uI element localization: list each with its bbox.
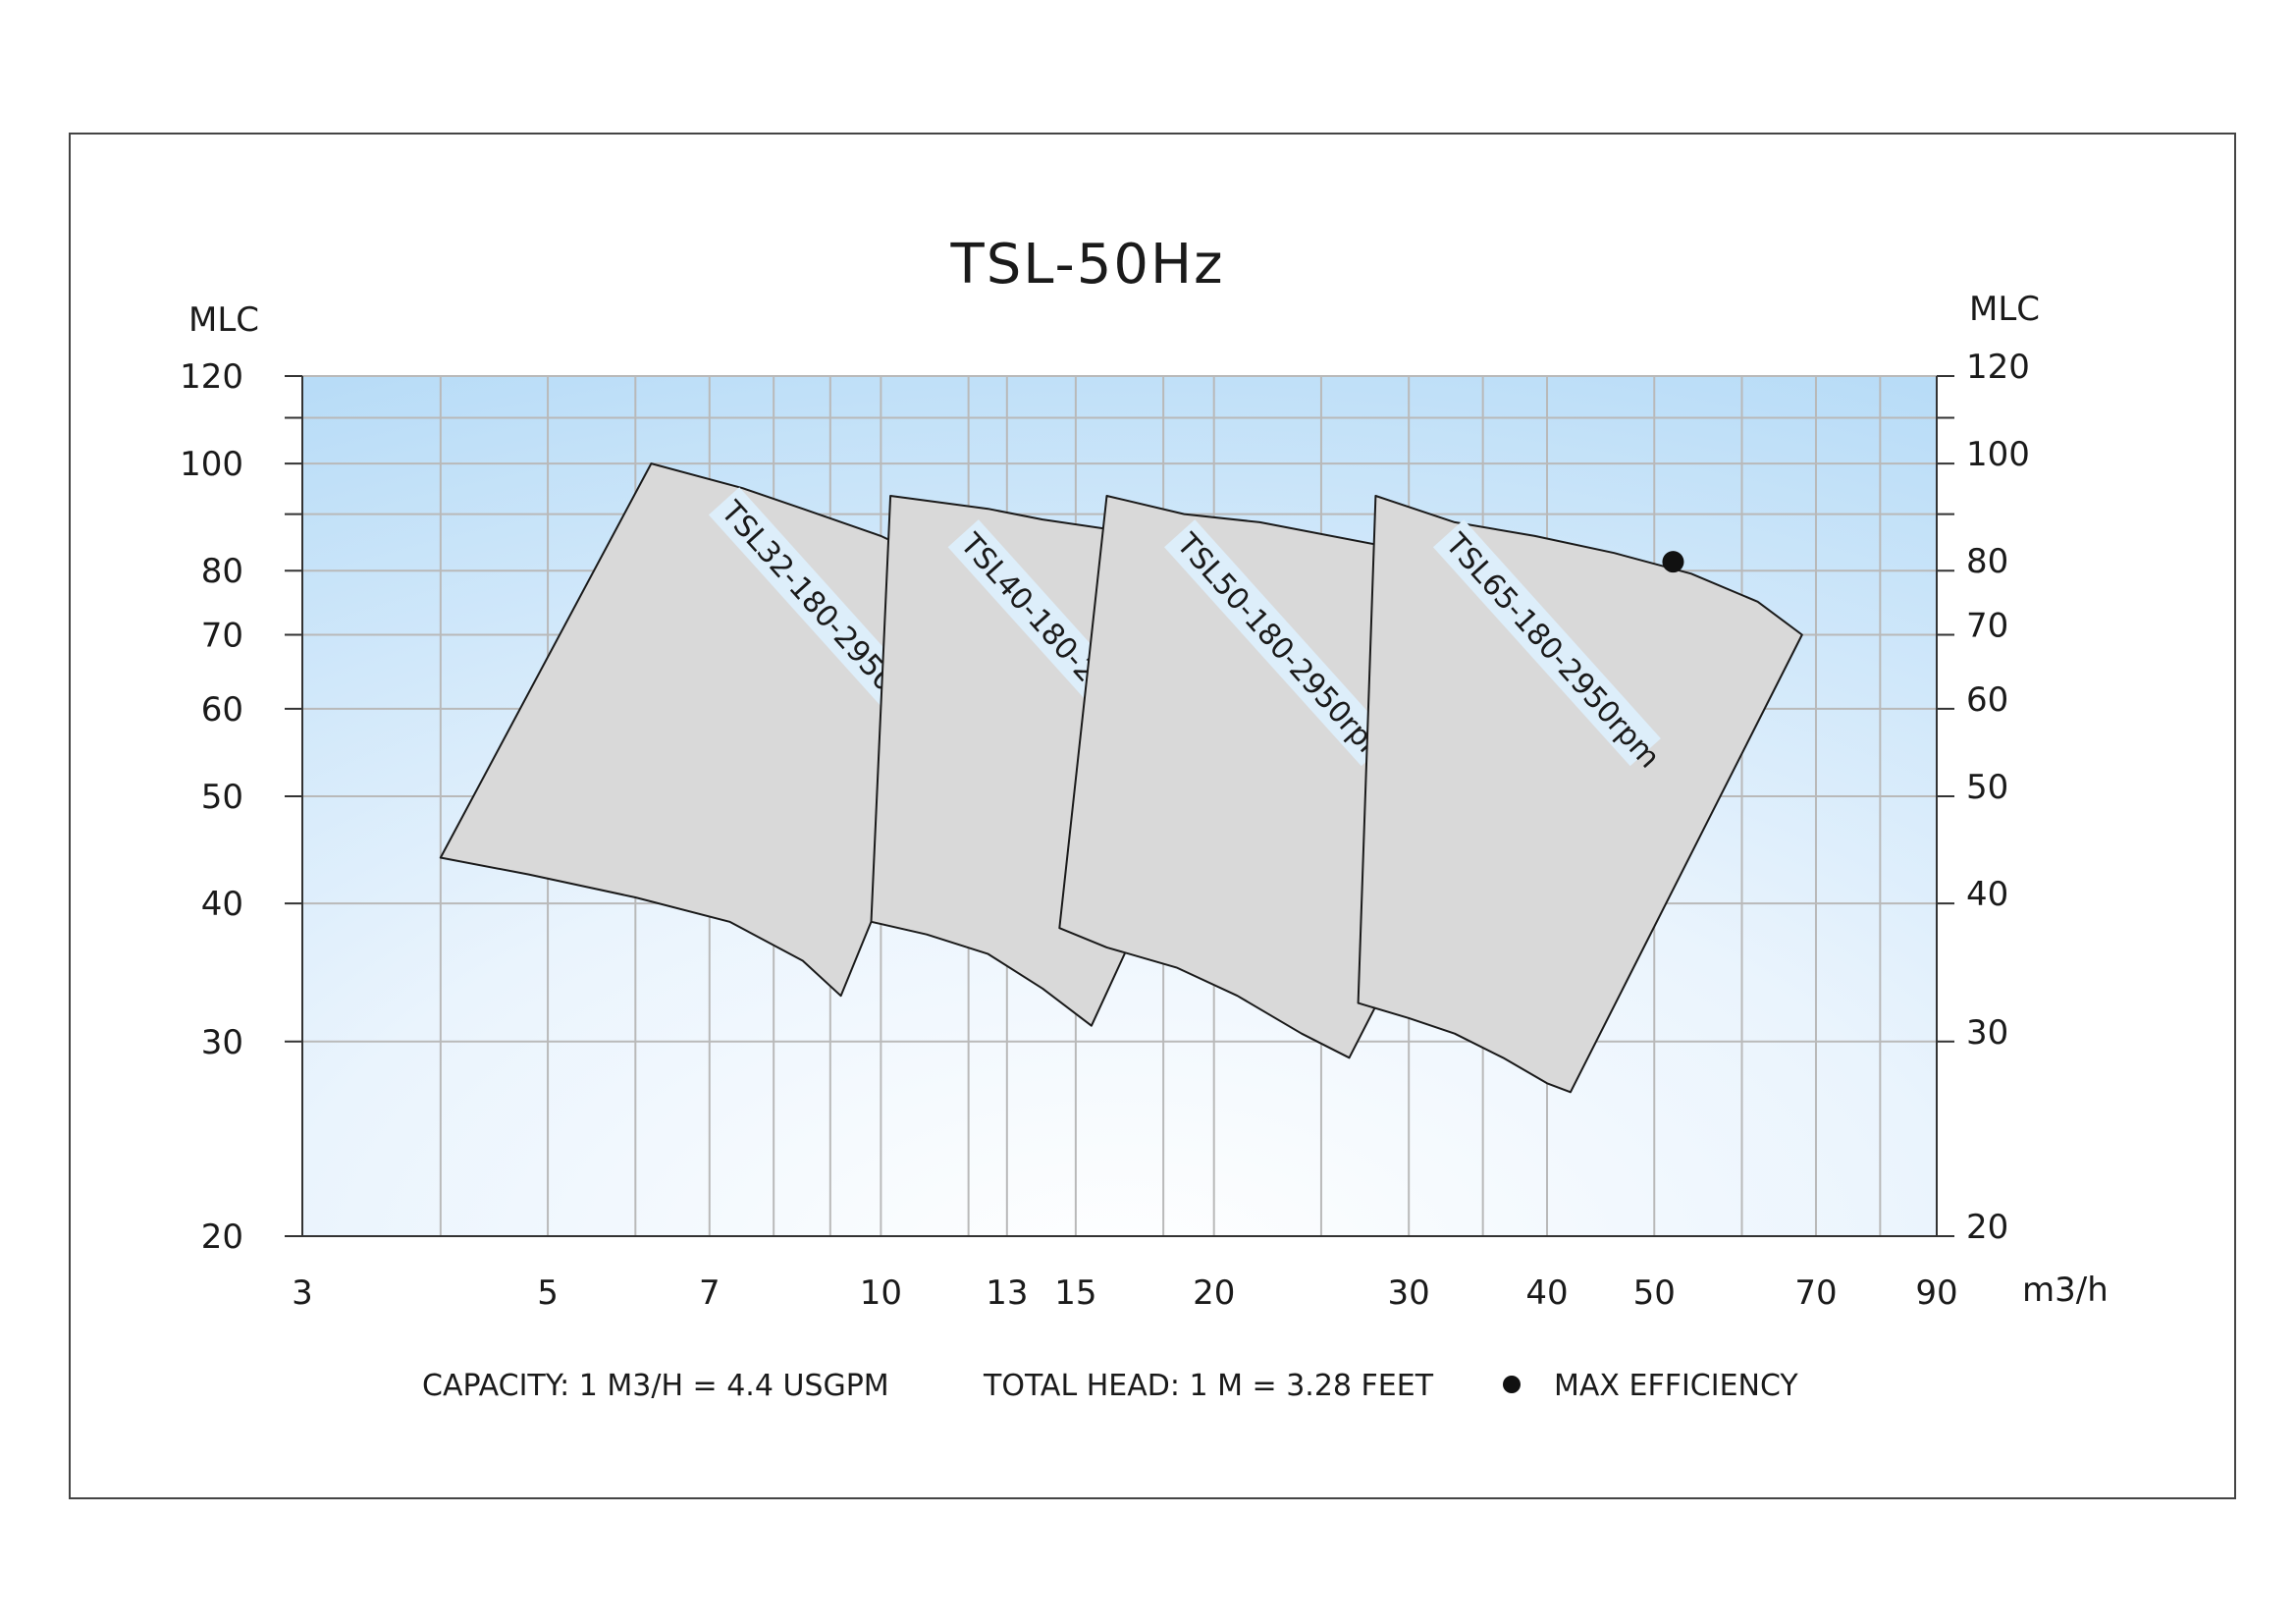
- axes: 20 20 30 30 40 40 50 50 60 60 70 70 80 80 100 100 120 120…: [180, 348, 2030, 1313]
- x-tick-label: 30: [1388, 1273, 1430, 1313]
- x-axis-unit: m3/h: [2022, 1271, 2109, 1310]
- x-tick-label: 20: [1193, 1273, 1235, 1313]
- x-tick-label: 40: [1525, 1273, 1568, 1313]
- series-layer: TSL32-180-2950rpm TSL40-180-2950rpmTSL50-…: [439, 462, 1803, 1094]
- x-tick-label: 15: [1054, 1273, 1096, 1313]
- x-tick-label: 50: [1633, 1273, 1676, 1313]
- pump-series-4: TSL65-180-2950rpm: [1357, 495, 1803, 1094]
- y-tick-label-right: 50: [1966, 768, 2008, 807]
- series-label-background: [708, 487, 936, 734]
- y-axis-unit-left: MLC: [188, 300, 259, 340]
- head-conversion-note: TOTAL HEAD: 1 M = 3.28 FEET: [983, 1369, 1434, 1403]
- chart-title: TSL-50Hz: [950, 233, 1225, 297]
- y-tick-label-left: 60: [201, 690, 243, 730]
- y-tick-label-left: 120: [180, 357, 243, 397]
- series-label-background: [1164, 519, 1393, 767]
- x-tick-label: 70: [1794, 1273, 1837, 1313]
- y-tick-label-left: 70: [201, 617, 243, 656]
- y-tick-label-right: 30: [1966, 1013, 2008, 1053]
- y-tick-label-right: 60: [1966, 680, 2008, 720]
- y-tick-label-right: 80: [1966, 542, 2008, 581]
- x-tick-label: 90: [1915, 1273, 1957, 1313]
- y-tick-label-right: 70: [1966, 607, 2008, 646]
- legend-max-efficiency-label: MAX EFFICIENCY: [1554, 1369, 1798, 1403]
- y-tick-label-left: 30: [201, 1023, 243, 1062]
- y-tick-label-right: 120: [1966, 348, 2030, 387]
- y-tick-label-left: 40: [201, 885, 243, 924]
- x-tick-label: 10: [860, 1273, 902, 1313]
- x-tick-label: 7: [699, 1273, 721, 1313]
- y-tick-label-left: 20: [201, 1218, 243, 1257]
- chart-frame: [69, 133, 2236, 1499]
- x-tick-label: 13: [986, 1273, 1028, 1313]
- y-tick-label-right: 100: [1966, 435, 2030, 474]
- series-label-background: [1432, 519, 1661, 767]
- capacity-conversion-note: CAPACITY: 1 M3/H = 4.4 USGPM: [422, 1369, 889, 1403]
- y-axis-unit-right: MLC: [1969, 290, 2040, 329]
- x-tick-label: 5: [537, 1273, 559, 1313]
- y-tick-label-left: 80: [201, 552, 243, 591]
- max-efficiency-marker: [1662, 551, 1684, 573]
- legend-max-efficiency-marker: [1503, 1376, 1521, 1393]
- y-tick-label-right: 40: [1966, 875, 2008, 914]
- y-tick-label-left: 100: [180, 445, 243, 484]
- y-tick-label-right: 20: [1966, 1208, 2008, 1247]
- y-tick-label-left: 50: [201, 778, 243, 817]
- x-tick-label: 3: [292, 1273, 313, 1313]
